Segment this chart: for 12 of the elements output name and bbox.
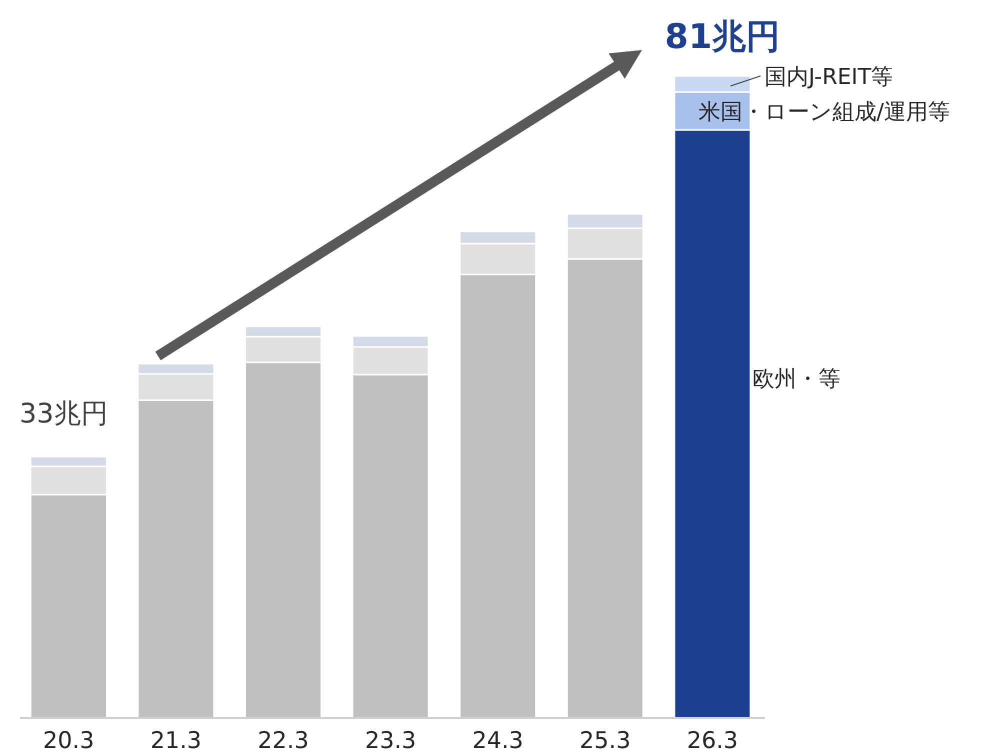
annotation: 81兆円	[664, 17, 780, 57]
x-tick-label: 20.3	[43, 728, 94, 752]
series-label: 国内J-REIT等	[764, 65, 894, 90]
series-label: 欧州・等	[752, 366, 840, 392]
x-tick-label: 23.3	[364, 728, 416, 752]
x-tick-label: 25.3	[580, 728, 631, 752]
x-tick-label: 21.3	[150, 728, 202, 752]
annotation: 33兆円	[19, 398, 108, 430]
x-tick-label: 22.3	[258, 728, 309, 752]
series-label: 米国・ローン組成/運用等	[698, 100, 950, 125]
x-tick-label: 26.3	[686, 728, 738, 752]
x-tick-label: 24.3	[472, 728, 524, 752]
